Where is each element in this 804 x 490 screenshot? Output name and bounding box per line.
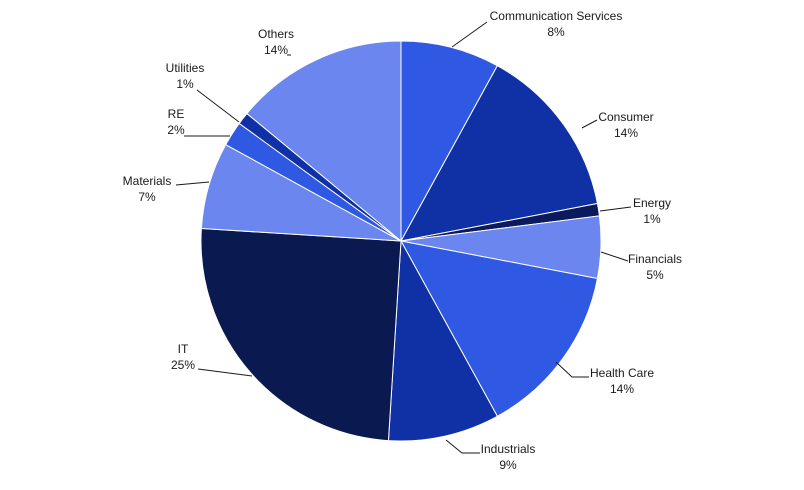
leader-line-financials xyxy=(600,251,629,262)
slice-label-financials: Financials xyxy=(628,252,682,266)
leader-line-health-care xyxy=(555,361,589,378)
slice-label-others: Others xyxy=(258,27,294,41)
slices-layer xyxy=(200,40,602,442)
slice-label-re: RE xyxy=(168,107,185,121)
slice-label-consumer: Consumer xyxy=(598,110,653,124)
pie-slice-industrials xyxy=(387,239,499,442)
leader-line-it xyxy=(197,368,253,377)
slice-percent-materials: 7% xyxy=(138,190,156,204)
slice-percent-energy: 1% xyxy=(643,212,661,226)
slice-percent-others: 14% xyxy=(264,43,288,57)
leader-line-materials xyxy=(175,181,210,186)
slice-label-communication-services: Communication Services xyxy=(490,9,623,23)
slice-percent-consumer: 14% xyxy=(614,126,638,140)
slice-percent-it: 25% xyxy=(171,358,195,372)
slice-percent-industrials: 9% xyxy=(499,458,517,472)
leader-line-utilities xyxy=(196,89,240,123)
leader-line-communication-services xyxy=(451,21,488,48)
leader-line-consumer xyxy=(581,119,598,129)
slice-label-utilities: Utilities xyxy=(166,61,205,75)
slice-label-it: IT xyxy=(178,342,189,356)
pie-slice-consumer xyxy=(400,65,599,242)
leader-line-industrials xyxy=(445,439,480,454)
slice-percent-health-care: 14% xyxy=(610,382,634,396)
slice-percent-communication-services: 8% xyxy=(547,25,565,39)
pie-slice-health-care xyxy=(400,240,599,417)
slice-label-industrials: Industrials xyxy=(481,442,536,456)
pie-slice-others xyxy=(246,40,402,243)
slice-label-health-care: Health Care xyxy=(590,366,654,380)
slice-percent-utilities: 1% xyxy=(176,77,194,91)
slice-percent-re: 2% xyxy=(167,123,185,137)
slice-percent-financials: 5% xyxy=(646,268,664,282)
slice-label-energy: Energy xyxy=(633,196,671,210)
labels-layer: Communication Services 8% Consumer 14% Energ… xyxy=(123,9,682,472)
leader-line-energy xyxy=(599,206,632,212)
pie-slice-communication-services xyxy=(400,40,499,242)
slice-label-materials: Materials xyxy=(123,174,172,188)
leader-lines-layer xyxy=(175,21,632,454)
pie-slice-it xyxy=(200,227,402,442)
